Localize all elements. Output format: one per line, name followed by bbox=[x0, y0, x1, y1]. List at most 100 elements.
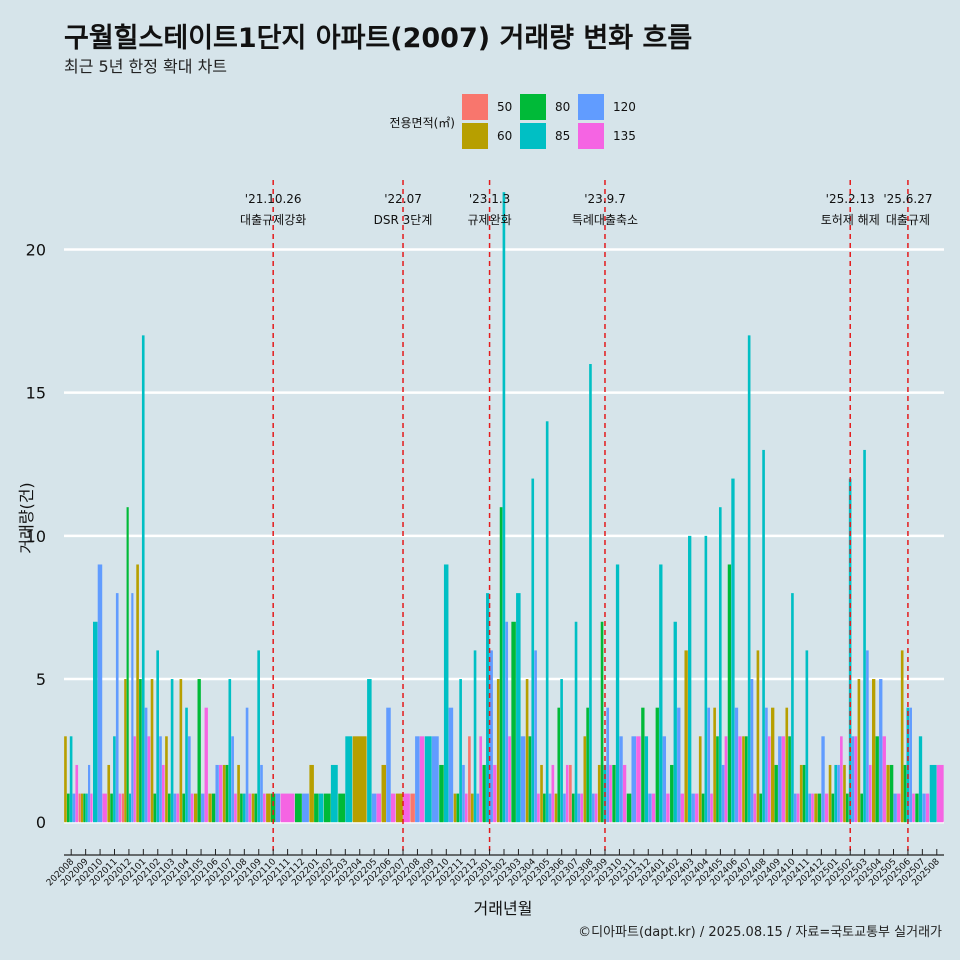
bar-135-202409 bbox=[781, 736, 785, 823]
bar-80-202008 bbox=[66, 793, 70, 823]
bar-60-202505 bbox=[886, 764, 890, 823]
bar-85-202210 bbox=[443, 564, 449, 823]
bar-135-202410 bbox=[796, 793, 800, 823]
bar-80-202312 bbox=[641, 707, 645, 823]
bar-60-202502 bbox=[843, 764, 846, 823]
legend-swatch-80 bbox=[520, 94, 546, 120]
bar-60-202212 bbox=[470, 793, 474, 823]
bar-135-202411 bbox=[811, 793, 814, 823]
bar-135-202406 bbox=[738, 736, 742, 823]
bar-120-202401 bbox=[662, 736, 667, 823]
bar-120-202502 bbox=[851, 736, 855, 823]
bar-135-202012 bbox=[133, 736, 136, 823]
bar-60-202104 bbox=[179, 679, 183, 823]
bar-135-202301 bbox=[493, 764, 497, 823]
bar-135-202207 bbox=[403, 793, 410, 823]
event-label: 대출규제강화 bbox=[240, 213, 306, 227]
bar-60-202306 bbox=[554, 793, 558, 823]
bar-80-202108 bbox=[240, 793, 243, 823]
bar-135-202108 bbox=[248, 793, 252, 823]
bar-85-202406 bbox=[731, 478, 735, 823]
bar-60-202012 bbox=[124, 679, 127, 823]
bar-120-202209 bbox=[431, 736, 439, 823]
bar-120-202305 bbox=[548, 793, 552, 823]
bar-80-202012 bbox=[126, 507, 129, 823]
legend-swatch-135 bbox=[578, 123, 604, 149]
event-label: DSR 3단계 bbox=[374, 213, 433, 227]
bar-120-202505 bbox=[893, 793, 897, 823]
event-label: 대출규제 bbox=[886, 213, 930, 227]
bar-135-202109 bbox=[263, 793, 266, 823]
bar-60-202503 bbox=[857, 679, 861, 823]
bar-85-202101 bbox=[141, 335, 145, 823]
bar-120-202010 bbox=[97, 564, 103, 823]
bar-60-202409 bbox=[771, 707, 775, 823]
bar-135-202401 bbox=[666, 793, 670, 823]
bar-120-202210 bbox=[448, 707, 454, 823]
bar-120-202501 bbox=[837, 764, 840, 823]
bar-60-202110 bbox=[266, 793, 271, 823]
bar-135-202310 bbox=[622, 764, 627, 823]
bar-85-202306 bbox=[560, 679, 563, 823]
bar-80-202109 bbox=[254, 793, 258, 823]
bar-80-202211 bbox=[456, 793, 460, 823]
bar-120-202410 bbox=[793, 793, 797, 823]
bar-120-202404 bbox=[707, 707, 711, 823]
bar-85-202301 bbox=[486, 593, 490, 823]
bar-60-202101 bbox=[136, 564, 139, 823]
event-date: '21.10.26 bbox=[245, 192, 302, 206]
bar-60-202403 bbox=[684, 650, 688, 823]
bar-80-202507 bbox=[915, 793, 919, 823]
bar-85-202411 bbox=[805, 650, 809, 823]
bar-80-202302 bbox=[499, 507, 503, 823]
chart-subtitle: 최근 5년 한정 확대 차트 bbox=[64, 57, 228, 76]
bar-60-202404 bbox=[698, 736, 702, 823]
legend-label-120: 120 bbox=[613, 100, 636, 114]
bar-85-202212 bbox=[473, 650, 477, 823]
bar-120-202308 bbox=[591, 793, 595, 823]
event-date: '23.9.7 bbox=[584, 192, 625, 206]
bar-120-202011 bbox=[115, 593, 119, 823]
bar-135-202010 bbox=[102, 793, 107, 823]
bar-60-202207 bbox=[395, 793, 403, 823]
bar-135-202507 bbox=[925, 793, 930, 823]
bar-120-202412 bbox=[821, 736, 825, 823]
bar-80-202410 bbox=[788, 736, 791, 823]
bar-135-202103 bbox=[176, 793, 180, 823]
event-date: '25.6.27 bbox=[883, 192, 932, 206]
bar-50-202212 bbox=[468, 736, 471, 823]
bar-60-202407 bbox=[742, 736, 745, 823]
legend: 전용면적(㎡) 50 60 80 85 120 135 bbox=[389, 94, 636, 149]
bar-80-202304 bbox=[528, 736, 532, 823]
bar-80-202103 bbox=[167, 793, 171, 823]
bar-85-202503 bbox=[863, 449, 866, 823]
bar-60-202408 bbox=[756, 650, 760, 823]
bar-120-202310 bbox=[619, 736, 623, 823]
event-label: 특례대출축소 bbox=[572, 213, 638, 227]
bar-80-202402 bbox=[670, 764, 674, 823]
bar-60-202108 bbox=[237, 764, 240, 823]
bar-60-202102 bbox=[150, 679, 154, 823]
bar-60-202308 bbox=[583, 736, 587, 823]
bar-60-202302 bbox=[496, 679, 500, 823]
bar-135-202302 bbox=[508, 736, 511, 823]
bar-120-202302 bbox=[505, 621, 509, 823]
bar-120-202506 bbox=[909, 707, 912, 823]
bar-135-202311 bbox=[636, 736, 641, 823]
bar-135-202412 bbox=[824, 793, 829, 823]
bar-80-202203 bbox=[338, 793, 346, 823]
bar-135-202505 bbox=[897, 793, 901, 823]
y-tick-label: 5 bbox=[36, 670, 46, 689]
bar-85-202303 bbox=[516, 593, 521, 823]
bar-135-202102 bbox=[162, 764, 165, 823]
bar-80-202305 bbox=[543, 793, 546, 823]
bar-60-202106 bbox=[208, 793, 212, 823]
event-label: 토허제 해제 bbox=[821, 213, 880, 227]
bar-85-202209 bbox=[424, 736, 432, 823]
bar-80-202408 bbox=[759, 793, 763, 823]
bar-80-202503 bbox=[860, 793, 864, 823]
bar-80-202307 bbox=[571, 793, 575, 823]
event-date: '25.2.13 bbox=[826, 192, 875, 206]
bar-120-202405 bbox=[721, 764, 725, 823]
